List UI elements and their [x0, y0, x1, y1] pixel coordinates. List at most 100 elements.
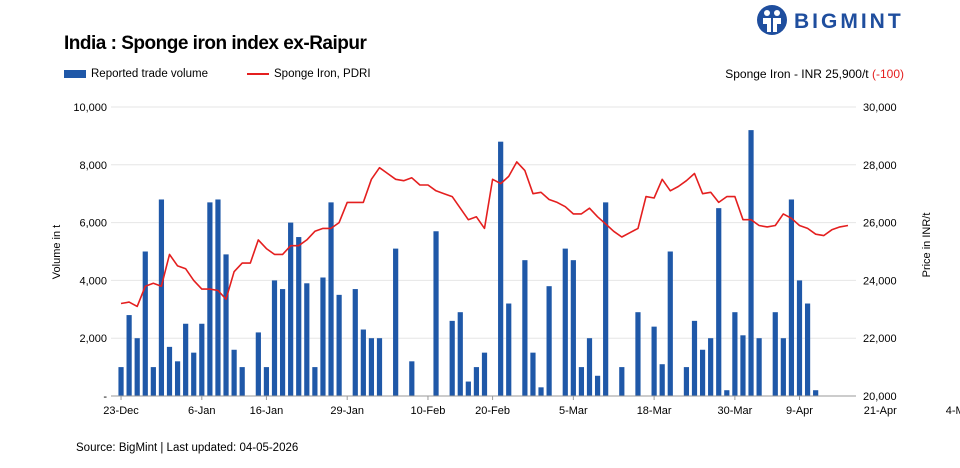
volume-bar [473, 367, 480, 396]
y2-axis-label: Price in INR/t [921, 213, 933, 278]
volume-bar [360, 329, 366, 396]
volume-bar [813, 390, 819, 396]
volume-bar [312, 367, 318, 396]
y-tick-label: 6,000 [79, 218, 107, 230]
volume-bar [118, 367, 124, 396]
volume-bar [506, 303, 512, 396]
x-tick-label: 23-Dec [103, 405, 139, 417]
volume-bar [651, 326, 657, 396]
volume-bar [772, 312, 778, 396]
volume-bar [699, 349, 706, 396]
volume-bar [174, 361, 181, 396]
y-tick-label: 4,000 [79, 275, 107, 287]
volume-bar [578, 367, 585, 396]
volume-bar [603, 202, 609, 396]
volume-bar [586, 338, 593, 396]
volume-bar [320, 277, 326, 396]
x-tick-label: 30-Mar [717, 405, 752, 417]
x-tick-label: 29-Jan [330, 405, 364, 417]
brand-name: BIGMINT [794, 10, 904, 33]
x-tick-label: 9-Apr [786, 405, 813, 417]
legend-label-price: Sponge Iron, PDRI [274, 68, 371, 80]
x-tick-label: 20-Feb [475, 405, 510, 417]
legend-bar-swatch [64, 70, 86, 78]
y2-tick-label: 22,000 [863, 333, 897, 345]
volume-bar [562, 248, 568, 396]
volume-bars [118, 130, 819, 396]
x-tick-label: 10-Feb [411, 405, 446, 417]
x-tick-label: 16-Jan [250, 405, 284, 417]
volume-bar [659, 364, 665, 396]
volume-bar [748, 130, 754, 396]
volume-bar [239, 367, 245, 396]
volume-bar [716, 208, 722, 396]
legend-label-volume: Reported trade volume [91, 68, 208, 80]
volume-bar [546, 286, 552, 396]
volume-bar [352, 289, 358, 396]
x-tick-label: 18-Mar [637, 405, 672, 417]
y-tick-label: 10,000 [73, 102, 107, 114]
volume-bar [393, 248, 399, 396]
volume-bar [538, 387, 544, 396]
volume-bar [271, 280, 278, 396]
volume-bar [724, 390, 730, 396]
volume-bar [804, 303, 811, 396]
volume-bar [498, 141, 504, 396]
gridlines [111, 106, 856, 339]
volume-bar [433, 231, 439, 396]
legend-item-volume: Reported trade volume [64, 68, 208, 80]
volume-bar [708, 338, 714, 396]
volume-bar [796, 280, 803, 396]
volume-bar [619, 367, 625, 396]
x-tick-label: 4-May [946, 405, 960, 417]
volume-bar [296, 237, 302, 396]
volume-bar [126, 315, 132, 396]
volume-bar [756, 338, 762, 396]
volume-bar [255, 332, 261, 396]
price-note: Sponge Iron - INR 25,900/t (-100) [725, 67, 904, 81]
volume-bar [376, 338, 383, 396]
price-note-value: Sponge Iron - INR 25,900/t [725, 67, 869, 81]
brand-logo: BIGMINT [756, 4, 904, 38]
volume-bar [191, 352, 197, 396]
volume-bar [683, 367, 690, 396]
volume-bar [691, 320, 698, 396]
y2-tick-label: 24,000 [863, 275, 897, 287]
volume-bar [199, 323, 205, 396]
legend-line-swatch [247, 73, 269, 75]
volume-bar [457, 312, 463, 396]
volume-bar [368, 338, 375, 396]
y-tick-label: - [103, 391, 107, 403]
volume-bar [635, 312, 641, 396]
x-tick-label: 21-Apr [864, 405, 897, 417]
volume-bar [215, 199, 221, 396]
y-tick-label: 8,000 [79, 160, 107, 172]
volume-bar [231, 349, 237, 396]
y2-tick-label: 30,000 [863, 102, 897, 114]
y2-tick-label: 26,000 [863, 218, 897, 230]
volume-bar [522, 260, 528, 396]
volume-bar [594, 375, 601, 396]
volume-bar [207, 202, 213, 396]
volume-bar [223, 254, 229, 396]
axes: -2,0004,0006,0008,00010,00020,00022,0002… [73, 102, 960, 417]
volume-bar [570, 260, 576, 396]
volume-bar [788, 199, 795, 396]
volume-bar [780, 338, 786, 396]
y2-tick-label: 28,000 [863, 160, 897, 172]
volume-bar [667, 251, 673, 396]
volume-bar [183, 323, 189, 396]
volume-bar [409, 361, 415, 396]
volume-bar [481, 352, 488, 396]
price-change: (-100) [871, 67, 904, 81]
volume-bar [279, 289, 286, 396]
volume-bar [732, 312, 738, 396]
chart-title: India : Sponge iron index ex-Raipur [64, 33, 367, 54]
volume-bar [449, 320, 455, 396]
volume-bar [530, 352, 536, 396]
x-tick-label: 6-Jan [188, 405, 216, 417]
source-note: Source: BigMint | Last updated: 04-05-20… [76, 442, 299, 454]
x-tick-label: 5-Mar [559, 405, 588, 417]
y-axis-label: Volume in t [51, 225, 63, 279]
